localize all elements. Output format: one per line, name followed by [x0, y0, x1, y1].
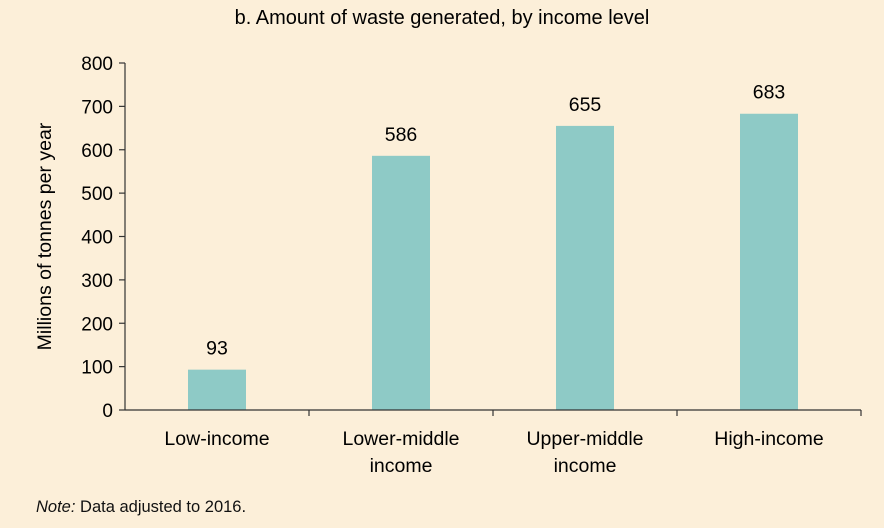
bar: [188, 369, 246, 410]
x-tick-label: Lower-middle income: [342, 428, 459, 477]
y-tick-label: 500: [81, 184, 113, 205]
x-tick-label-line: income: [370, 455, 433, 477]
chart-note: Note: Data adjusted to 2016.: [36, 498, 246, 517]
x-tick-label: High-income: [714, 428, 823, 450]
x-tick-label-line: High-income: [714, 428, 823, 450]
data-label: 683: [753, 82, 786, 104]
data-label: 586: [385, 124, 418, 146]
y-tick-label: 800: [81, 54, 113, 75]
x-tick-label-line: income: [554, 455, 617, 477]
note-text: Data adjusted to 2016.: [80, 498, 247, 516]
bar: [740, 113, 798, 410]
y-tick-label: 300: [81, 271, 113, 292]
x-tick-label-line: Low-income: [164, 428, 269, 450]
y-tick-label: 100: [81, 358, 113, 379]
chart-title: b. Amount of waste generated, by income …: [235, 7, 650, 29]
y-tick-label: 400: [81, 228, 113, 249]
bar: [372, 155, 430, 410]
y-axis-label: Millions of tonnes per year: [34, 122, 56, 350]
note-label: Note:: [36, 498, 76, 516]
y-tick-label: 600: [81, 141, 113, 162]
x-tick-label: Upper-middle income: [526, 428, 643, 477]
y-tick-label: 700: [81, 97, 113, 118]
x-tick-label-line: Upper-middle: [526, 428, 643, 450]
x-tick-label-line: Lower-middle: [342, 428, 459, 450]
y-tick-label: 200: [81, 314, 113, 335]
data-label: 655: [569, 94, 602, 116]
data-label: 93: [206, 338, 228, 360]
x-tick-label: Low-income: [164, 428, 269, 450]
y-tick-label: 0: [102, 401, 113, 422]
bar-chart: b. Amount of waste generated, by income …: [34, 7, 862, 477]
bar: [556, 125, 614, 411]
